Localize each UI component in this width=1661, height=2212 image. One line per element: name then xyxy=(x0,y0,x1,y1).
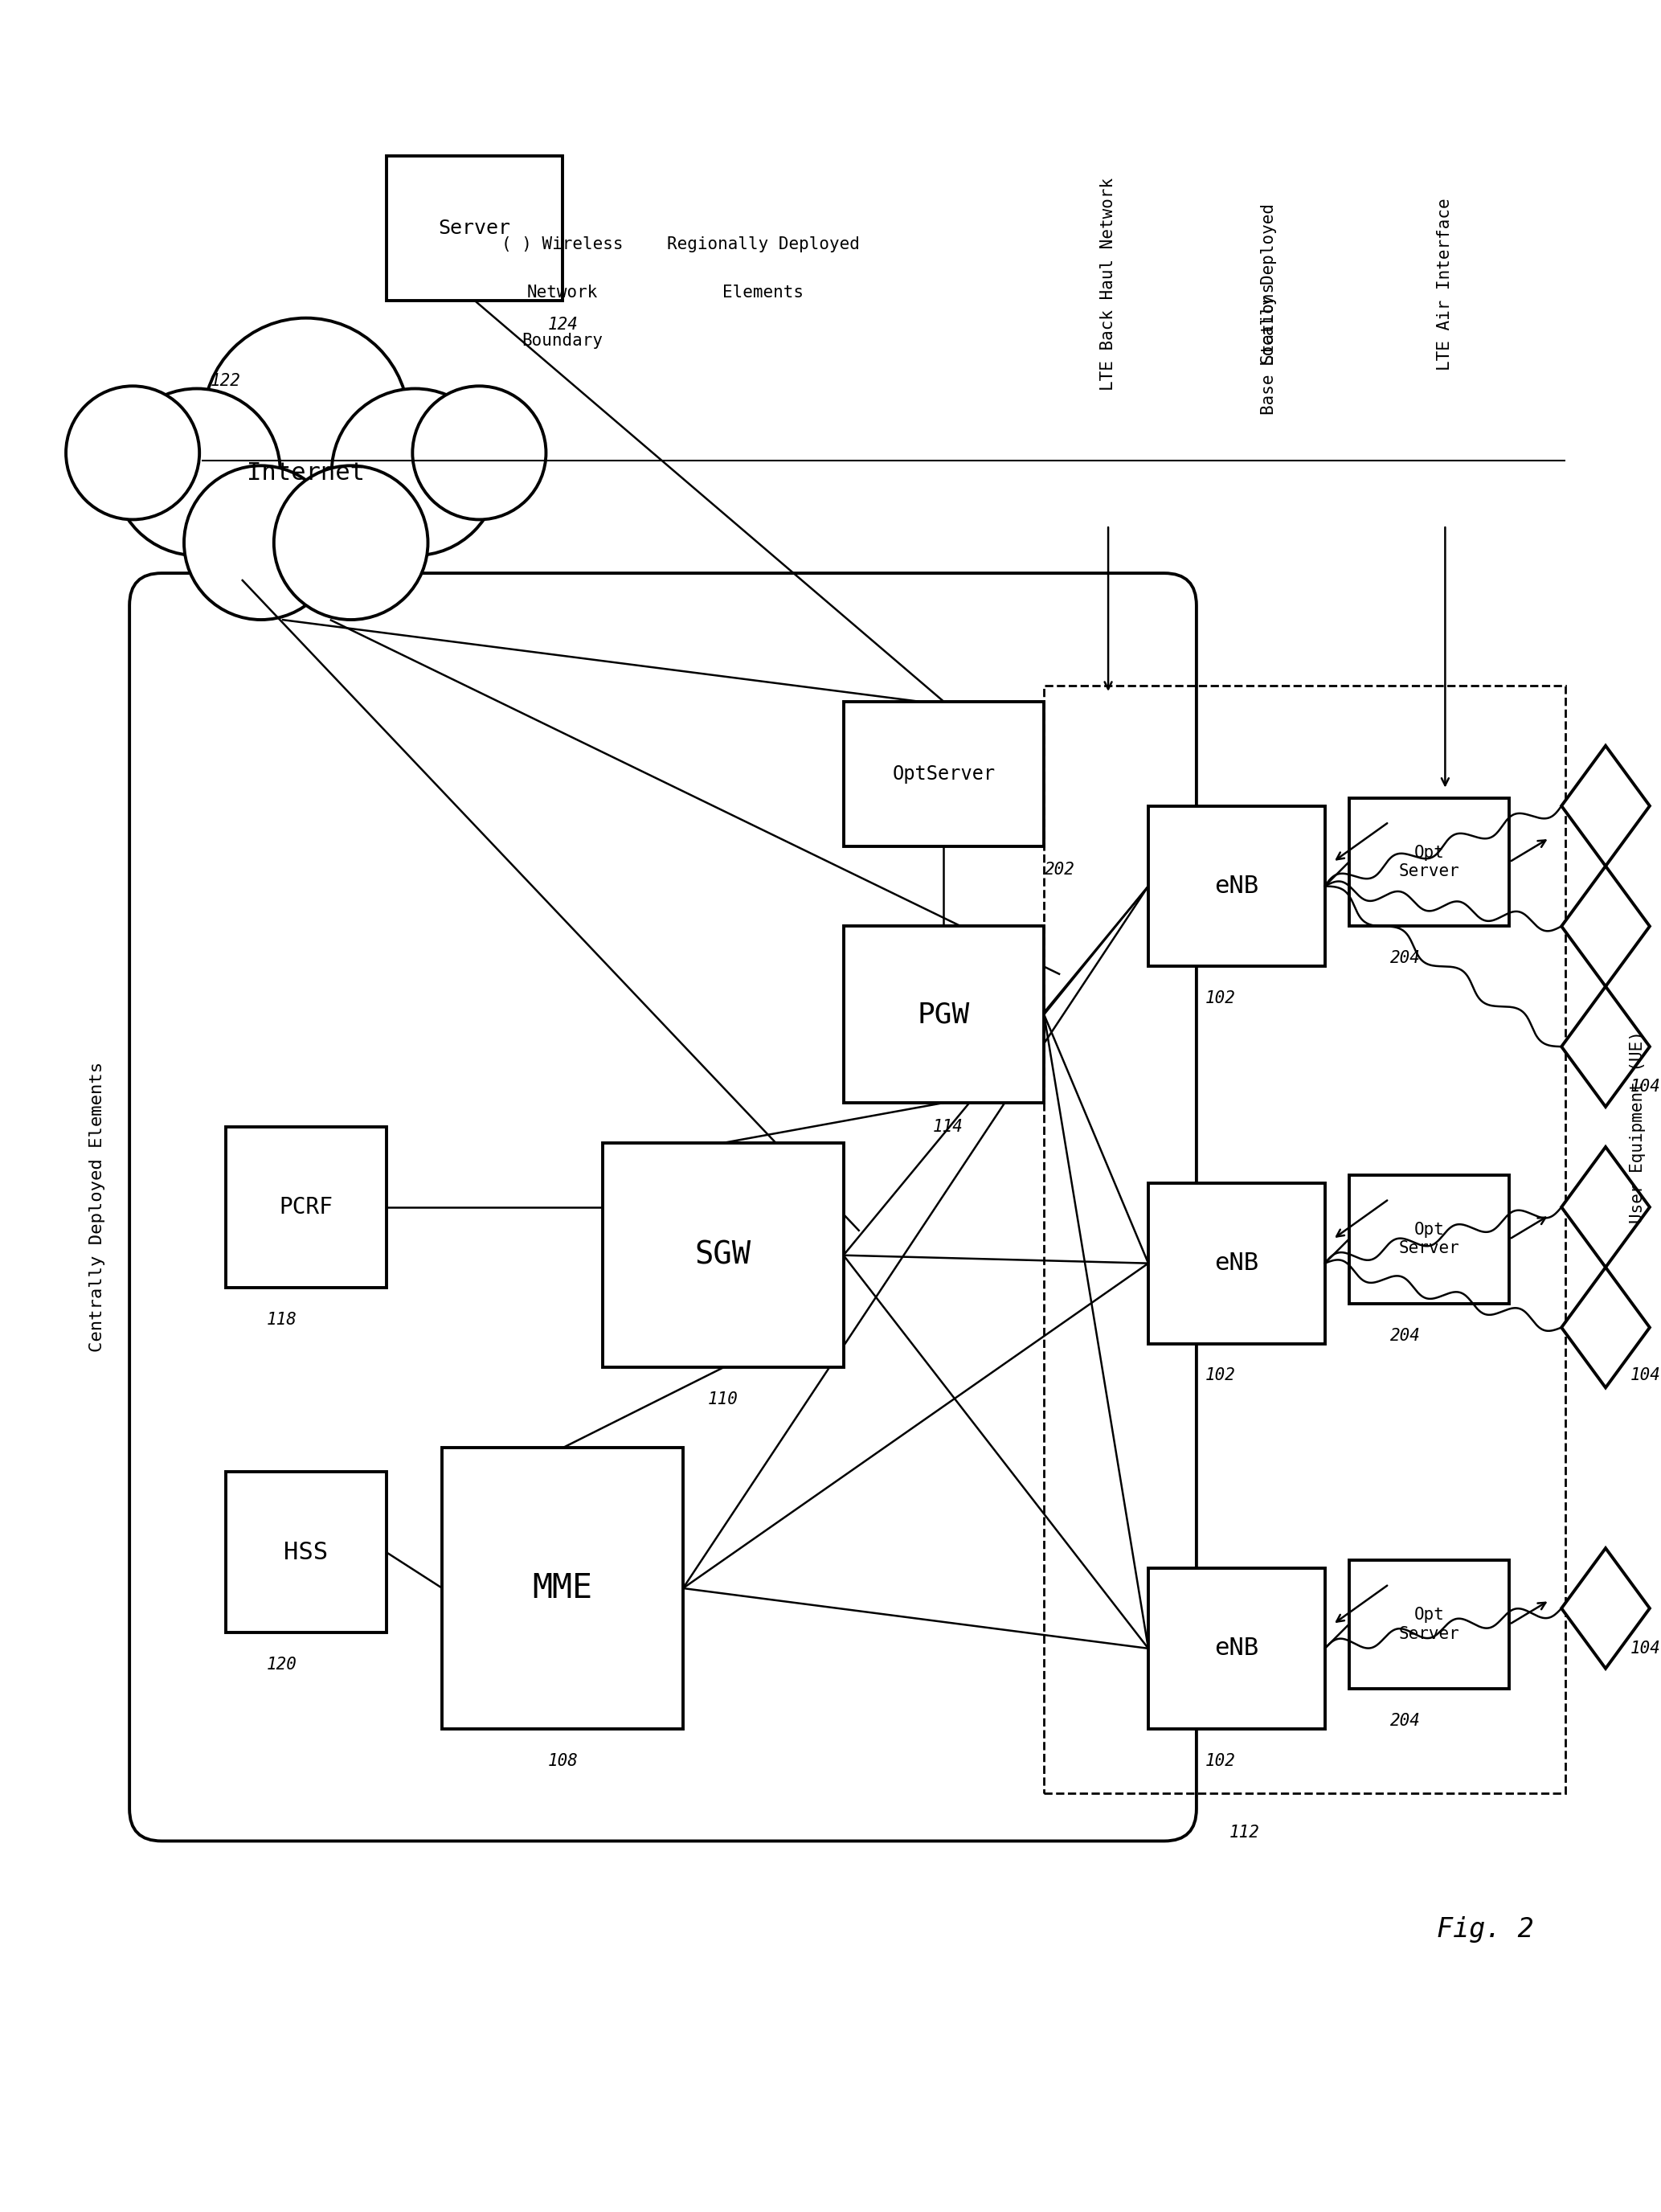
Text: eNB: eNB xyxy=(1214,1637,1259,1659)
Polygon shape xyxy=(1561,745,1649,867)
Text: Base Stations: Base Stations xyxy=(1261,283,1277,414)
Text: Locally Deployed: Locally Deployed xyxy=(1261,204,1277,365)
Circle shape xyxy=(412,387,546,520)
Text: 102: 102 xyxy=(1206,991,1236,1006)
Text: Internet: Internet xyxy=(247,462,365,484)
Circle shape xyxy=(113,389,281,555)
Text: 102: 102 xyxy=(1206,1367,1236,1385)
Polygon shape xyxy=(1561,1148,1649,1267)
Bar xyxy=(387,155,563,301)
Polygon shape xyxy=(1561,1267,1649,1387)
Bar xyxy=(226,1126,387,1287)
Bar xyxy=(1045,686,1565,1794)
Text: 120: 120 xyxy=(267,1657,297,1672)
Bar xyxy=(1148,805,1325,967)
Text: 122: 122 xyxy=(211,372,241,389)
Text: 110: 110 xyxy=(708,1391,739,1407)
Text: 104: 104 xyxy=(1631,1641,1661,1657)
Text: Fig. 2: Fig. 2 xyxy=(1437,1916,1533,1942)
Text: 204: 204 xyxy=(1390,951,1420,967)
Text: LTE Air Interface: LTE Air Interface xyxy=(1437,199,1453,372)
Text: Opt
Server: Opt Server xyxy=(1399,845,1460,880)
Text: Regionally Deployed: Regionally Deployed xyxy=(666,237,860,252)
Text: LTE Back Haul Network: LTE Back Haul Network xyxy=(1100,177,1116,392)
Text: 104: 104 xyxy=(1631,1079,1661,1095)
Bar xyxy=(226,1471,387,1632)
Text: Server: Server xyxy=(439,219,510,237)
Text: ( ) Wireless: ( ) Wireless xyxy=(502,237,623,252)
Text: 124: 124 xyxy=(548,316,578,332)
Bar xyxy=(1349,799,1510,927)
Text: Opt
Server: Opt Server xyxy=(1399,1606,1460,1641)
Text: 102: 102 xyxy=(1206,1752,1236,1770)
Polygon shape xyxy=(1561,1548,1649,1668)
Polygon shape xyxy=(1561,867,1649,987)
Bar xyxy=(1349,1175,1510,1303)
Circle shape xyxy=(66,387,199,520)
Text: 112: 112 xyxy=(1229,1825,1259,1840)
Bar xyxy=(442,1449,683,1730)
Text: PGW: PGW xyxy=(917,1000,970,1029)
Text: Elements: Elements xyxy=(723,285,804,301)
Circle shape xyxy=(203,319,409,524)
Text: 204: 204 xyxy=(1390,1327,1420,1343)
Text: PCRF: PCRF xyxy=(279,1197,332,1219)
Circle shape xyxy=(332,389,498,555)
Text: 108: 108 xyxy=(548,1752,578,1770)
Text: 204: 204 xyxy=(1390,1712,1420,1730)
Text: eNB: eNB xyxy=(1214,1252,1259,1274)
Text: Centrally Deployed Elements: Centrally Deployed Elements xyxy=(90,1062,105,1352)
Text: Network: Network xyxy=(527,285,598,301)
Circle shape xyxy=(274,467,429,619)
Text: 202: 202 xyxy=(1045,863,1075,878)
Text: 104: 104 xyxy=(1631,1367,1661,1385)
Text: Boundary: Boundary xyxy=(522,332,603,349)
Bar xyxy=(1148,1568,1325,1730)
Bar xyxy=(844,701,1045,845)
Text: Opt
Server: Opt Server xyxy=(1399,1221,1460,1256)
Text: SGW: SGW xyxy=(694,1241,751,1270)
Text: HSS: HSS xyxy=(284,1540,329,1564)
Text: OptServer: OptServer xyxy=(892,763,995,783)
Text: User Equipment (UE): User Equipment (UE) xyxy=(1629,1031,1646,1223)
Polygon shape xyxy=(1561,987,1649,1106)
Text: 118: 118 xyxy=(267,1312,297,1327)
Circle shape xyxy=(184,467,339,619)
Text: MME: MME xyxy=(533,1571,593,1606)
Bar xyxy=(1349,1559,1510,1688)
Text: eNB: eNB xyxy=(1214,874,1259,898)
Bar xyxy=(603,1144,844,1367)
Bar xyxy=(844,927,1045,1104)
Bar xyxy=(1148,1183,1325,1343)
Text: 114: 114 xyxy=(932,1119,963,1135)
